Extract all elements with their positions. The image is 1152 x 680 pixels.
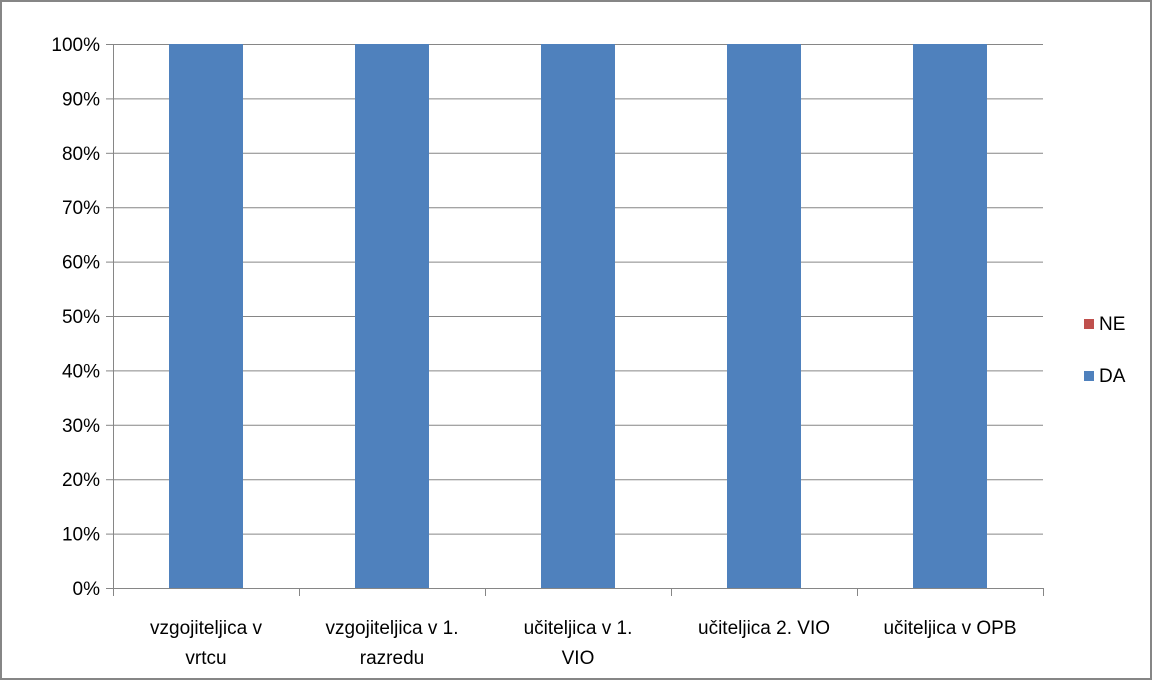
y-tick-label: 100% xyxy=(51,35,100,56)
y-tick-label: 30% xyxy=(62,416,100,437)
y-tick-label: 10% xyxy=(62,525,100,546)
bar-da xyxy=(727,44,801,588)
x-category-label: VIO xyxy=(562,648,595,669)
legend-label-da: DA xyxy=(1099,366,1126,387)
y-tick-label: 80% xyxy=(62,144,100,165)
legend-swatch-da xyxy=(1084,371,1094,381)
x-category-label: razredu xyxy=(360,648,424,669)
y-tick-label: 70% xyxy=(62,198,100,219)
x-category-label: vzgojiteljica v 1. xyxy=(325,618,458,639)
y-tick-label: 60% xyxy=(62,253,100,274)
x-category-label: učiteljica 2. VIO xyxy=(698,618,830,639)
bar-da xyxy=(355,44,429,588)
y-tick-label: 50% xyxy=(62,307,100,328)
axes xyxy=(106,44,1044,596)
y-tick-label: 40% xyxy=(62,361,100,382)
x-category-label: učiteljica v OPB xyxy=(883,618,1016,639)
bars xyxy=(169,44,987,588)
y-tick-labels: 0% 10% 20% 30% 40% 50% 60% 70% 80% 90% 100% xyxy=(51,35,100,600)
bar-da xyxy=(913,44,987,588)
x-category-label: učiteljica v 1. xyxy=(524,618,633,639)
bar-da xyxy=(541,44,615,588)
y-tick-label: 20% xyxy=(62,470,100,491)
y-tick-label: 90% xyxy=(62,89,100,110)
y-tick-label: 0% xyxy=(73,579,101,600)
bar-da xyxy=(169,44,243,588)
legend-swatch-ne xyxy=(1084,319,1094,329)
x-category-label: vzgojiteljica v xyxy=(150,618,262,639)
x-category-labels: vzgojiteljica v vrtcu vzgojiteljica v 1. ra… xyxy=(150,618,1016,669)
legend: NE DA xyxy=(1084,314,1126,387)
x-category-label: vrtcu xyxy=(185,648,226,669)
legend-label-ne: NE xyxy=(1099,314,1125,335)
